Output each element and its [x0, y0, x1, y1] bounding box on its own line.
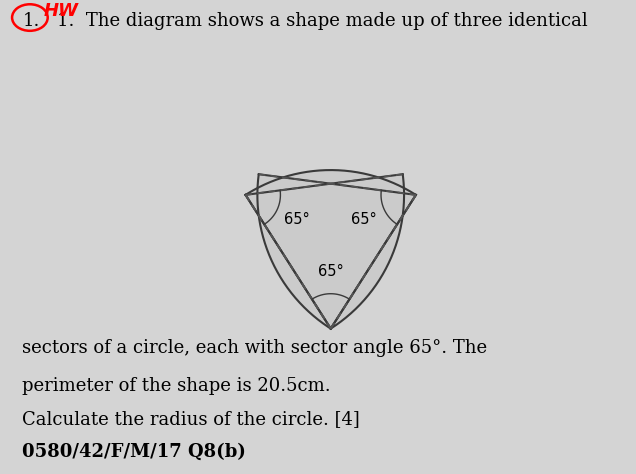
Polygon shape: [245, 174, 404, 328]
Text: 1.: 1.: [22, 12, 39, 30]
Text: 65°: 65°: [351, 211, 377, 227]
Text: 65°: 65°: [318, 264, 343, 279]
Text: perimeter of the shape is 20.5cm.: perimeter of the shape is 20.5cm.: [22, 377, 331, 395]
Text: Calculate the radius of the circle. [4]: Calculate the radius of the circle. [4]: [22, 410, 360, 428]
Text: HW: HW: [43, 2, 78, 20]
Text: 1.  The diagram shows a shape made up of three identical: 1. The diagram shows a shape made up of …: [57, 12, 588, 30]
Text: 65°: 65°: [284, 211, 310, 227]
Polygon shape: [258, 174, 416, 328]
Text: sectors of a circle, each with sector angle 65°. The: sectors of a circle, each with sector an…: [22, 339, 487, 357]
Polygon shape: [245, 170, 416, 328]
Text: 0580/42/F/M/17 Q8(b): 0580/42/F/M/17 Q8(b): [22, 443, 246, 461]
